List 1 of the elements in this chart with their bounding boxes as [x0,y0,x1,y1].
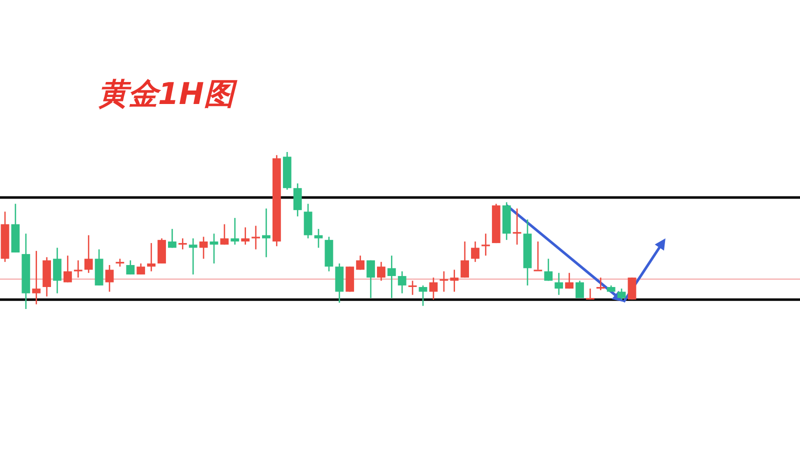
chart-title: 黄金1H图 [98,77,238,112]
